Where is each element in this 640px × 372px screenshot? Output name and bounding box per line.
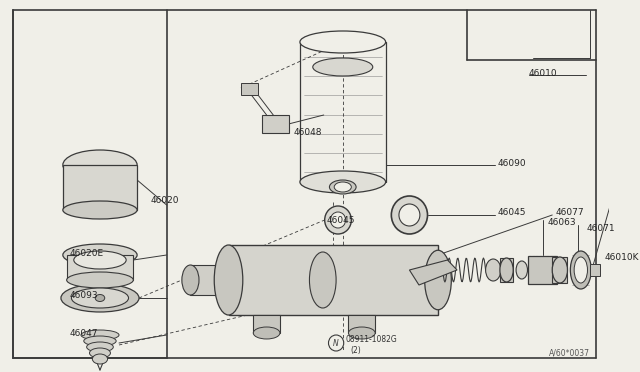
- Ellipse shape: [253, 327, 280, 339]
- Ellipse shape: [349, 327, 375, 339]
- Ellipse shape: [500, 258, 513, 282]
- Ellipse shape: [552, 257, 568, 283]
- Text: 46090: 46090: [498, 158, 527, 167]
- Text: 46020: 46020: [150, 196, 179, 205]
- Text: N: N: [333, 339, 339, 347]
- Bar: [228, 245, 438, 315]
- Ellipse shape: [310, 252, 336, 308]
- Ellipse shape: [95, 295, 105, 301]
- Bar: [500, 258, 513, 282]
- Ellipse shape: [399, 204, 420, 226]
- Ellipse shape: [74, 251, 126, 269]
- Ellipse shape: [330, 212, 346, 228]
- Text: 46048: 46048: [293, 128, 322, 137]
- Ellipse shape: [570, 251, 591, 289]
- Ellipse shape: [63, 150, 137, 180]
- Ellipse shape: [61, 284, 139, 312]
- Ellipse shape: [574, 257, 588, 283]
- Ellipse shape: [425, 250, 451, 310]
- Text: 46010K: 46010K: [605, 253, 639, 263]
- Ellipse shape: [300, 31, 386, 53]
- Ellipse shape: [300, 171, 386, 193]
- Bar: [67, 255, 133, 280]
- Bar: [253, 315, 280, 333]
- Bar: [349, 315, 375, 333]
- Bar: [529, 256, 557, 284]
- Text: A/60*0037: A/60*0037: [549, 349, 590, 358]
- Ellipse shape: [486, 259, 501, 281]
- Ellipse shape: [86, 342, 113, 352]
- Text: 46063: 46063: [547, 218, 576, 227]
- Ellipse shape: [90, 348, 111, 358]
- Text: 46077: 46077: [555, 208, 584, 217]
- Text: 46071: 46071: [586, 224, 615, 232]
- Ellipse shape: [84, 336, 116, 346]
- Ellipse shape: [72, 288, 129, 308]
- Ellipse shape: [324, 206, 351, 234]
- Ellipse shape: [63, 201, 137, 219]
- Bar: [590, 264, 600, 276]
- Ellipse shape: [214, 245, 243, 315]
- Text: 46045: 46045: [326, 215, 355, 224]
- Text: 46010: 46010: [529, 68, 557, 77]
- Text: 46045: 46045: [498, 208, 527, 217]
- Text: 46093: 46093: [70, 291, 98, 299]
- Text: 46047: 46047: [70, 328, 98, 337]
- Text: (2): (2): [350, 346, 361, 355]
- Text: 46020E: 46020E: [70, 248, 104, 257]
- Ellipse shape: [516, 261, 527, 279]
- Bar: [262, 115, 289, 133]
- Ellipse shape: [313, 58, 372, 76]
- Ellipse shape: [63, 244, 137, 266]
- Text: 08911-1082G: 08911-1082G: [346, 336, 397, 344]
- Ellipse shape: [92, 354, 108, 364]
- Bar: [552, 257, 568, 283]
- Bar: [241, 83, 258, 95]
- Circle shape: [328, 335, 344, 351]
- Ellipse shape: [391, 196, 428, 234]
- Polygon shape: [410, 260, 457, 285]
- Bar: [191, 265, 228, 295]
- Ellipse shape: [81, 330, 119, 340]
- Bar: [63, 165, 137, 210]
- Ellipse shape: [182, 265, 199, 295]
- Ellipse shape: [334, 182, 351, 192]
- Ellipse shape: [330, 180, 356, 194]
- Ellipse shape: [67, 272, 133, 288]
